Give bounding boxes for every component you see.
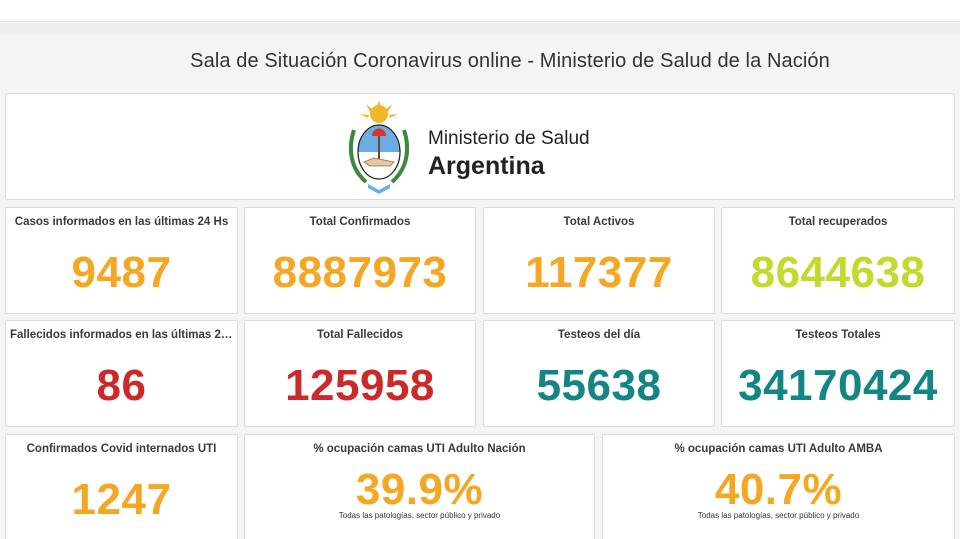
kpi-value: 55638 [536,361,662,410]
kpi-value: 125958 [285,361,435,410]
kpi-label: Casos informados en las últimas 24 Hs [14,216,229,228]
kpi-card-testeos-totales[interactable]: Testeos Totales 34170424 [721,320,955,427]
kpi-label: Total Activos [563,216,635,228]
kpi-label: % ocupación camas UTI Adulto Nación [313,443,526,455]
kpi-label: Confirmados Covid internados UTI [26,443,217,455]
kpi-value: 8644638 [750,248,926,297]
kpi-card-ocupacion-uti-amba[interactable]: % ocupación camas UTI Adulto AMBA 40.7% … [602,434,955,539]
kpi-value: 86 [96,361,147,410]
kpi-card-total-recuperados[interactable]: Total recuperados 8644638 [721,207,955,314]
kpi-label: % ocupación camas UTI Adulto AMBA [674,443,883,455]
kpi-card-total-confirmados[interactable]: Total Confirmados 8887973 [244,207,476,314]
kpi-value: 8887973 [272,248,448,297]
ministry-logo: Ministerio de Salud Argentina [346,100,616,195]
argentina-coat-of-arms-icon [348,100,410,194]
kpi-card-casos-24h[interactable]: Casos informados en las últimas 24 Hs 94… [5,207,238,314]
kpi-note: Todas las patologías, sector público y p… [338,511,501,520]
kpi-card-total-fallecidos[interactable]: Total Fallecidos 125958 [244,320,476,427]
kpi-value: 9487 [71,248,172,297]
kpi-value: 117377 [525,248,673,297]
kpi-value: 34170424 [738,361,938,410]
kpi-label: Fallecidos informados en las últimas 24 … [10,329,233,341]
kpi-card-total-activos[interactable]: Total Activos 117377 [483,207,715,314]
logo-card: Ministerio de Salud Argentina [5,93,955,200]
kpi-label: Total Confirmados [309,216,411,228]
logo-ministry-text: Ministerio de Salud [428,128,590,149]
kpi-value: 39.9% [355,465,484,514]
kpi-label: Total Fallecidos [316,329,404,341]
kpi-label: Total recuperados [788,216,888,228]
kpi-card-internados-uti[interactable]: Confirmados Covid internados UTI 1247 [5,434,238,539]
kpi-card-ocupacion-uti-nacion[interactable]: % ocupación camas UTI Adulto Nación 39.9… [244,434,595,539]
page-title: Sala de Situación Coronavirus online - M… [190,50,830,72]
kpi-value: 1247 [71,475,172,524]
kpi-card-fallecidos-24h[interactable]: Fallecidos informados en las últimas 24 … [5,320,238,427]
kpi-value: 40.7% [714,465,843,514]
kpi-label: Testeos del día [557,329,641,341]
top-separator [0,21,960,35]
top-bar [0,0,960,22]
kpi-card-testeos-dia[interactable]: Testeos del día 55638 [483,320,715,427]
logo-country-text: Argentina [428,152,545,180]
kpi-label: Testeos Totales [795,329,881,341]
kpi-note: Todas las patologías, sector público y p… [697,511,860,520]
